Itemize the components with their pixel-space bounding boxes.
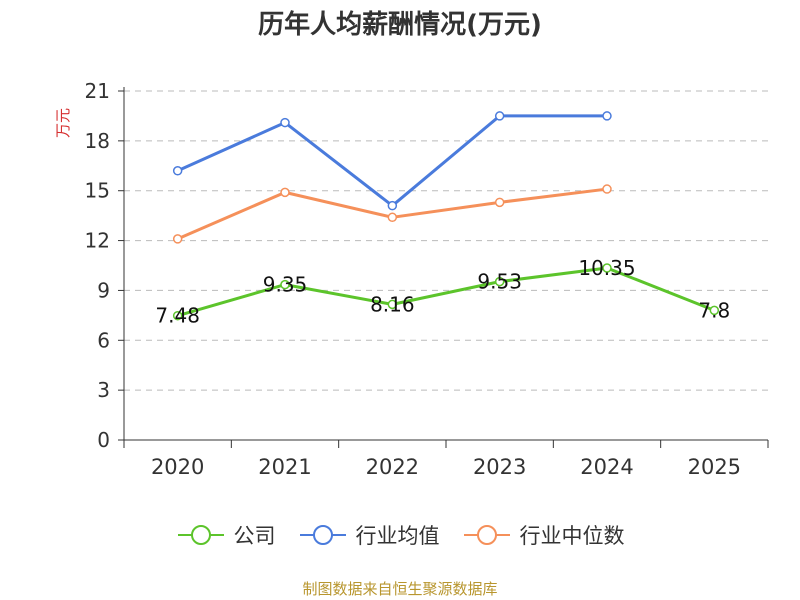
x-tick-label-2023: 2023 xyxy=(473,455,526,479)
legend-swatch-industry-median xyxy=(463,525,510,545)
y-tick-label-0: 0 xyxy=(97,428,110,452)
point-industry_avg-2022 xyxy=(387,200,398,211)
y-tick-label-21: 21 xyxy=(85,79,110,103)
y-tick-label-18: 18 xyxy=(85,129,110,153)
legend-item-company[interactable]: 公司 xyxy=(176,520,276,550)
series-line-company xyxy=(177,266,715,318)
data-label-company-2023: 9.53 xyxy=(477,270,522,294)
y-tick-label-9: 9 xyxy=(97,278,110,302)
y-tick-label-12: 12 xyxy=(85,229,110,253)
legend-label-industry-median: 行业中位数 xyxy=(519,524,625,548)
point-company-2020 xyxy=(172,310,183,321)
data-label-company-2024: 10.35 xyxy=(578,256,635,280)
point-industry_avg-2024 xyxy=(602,111,612,121)
point-industry_median-2023 xyxy=(494,197,505,208)
legend-swatch-industry-avg xyxy=(299,525,346,545)
point-company-2023 xyxy=(494,276,505,287)
point-industry_avg-2021 xyxy=(280,117,290,128)
y-tick-label-3: 3 xyxy=(97,378,110,402)
legend-swatch-company xyxy=(177,525,224,545)
data-label-company-2020: 7.48 xyxy=(155,304,200,328)
x-tick-label-2020: 2020 xyxy=(151,455,204,479)
point-industry_median-2024 xyxy=(602,184,612,194)
x-tick-label-2025: 2025 xyxy=(688,455,741,479)
point-company-2021 xyxy=(280,279,290,290)
data-source-note: 制图数据来自恒生聚源数据库 xyxy=(302,580,498,598)
point-industry_avg-2023 xyxy=(494,111,505,121)
series-line-industry_avg xyxy=(177,114,607,208)
data-label-company-2025: 7.8 xyxy=(698,298,730,322)
point-industry_median-2020 xyxy=(172,234,183,244)
point-industry_median-2021 xyxy=(280,187,290,198)
x-tick-label-2024: 2024 xyxy=(580,455,633,479)
point-company-2025 xyxy=(709,305,720,316)
point-company-2024 xyxy=(602,263,612,273)
y-axis-label: 万元 xyxy=(54,108,72,138)
legend-label-company: 公司 xyxy=(233,524,276,548)
point-industry_median-2022 xyxy=(387,212,398,223)
legend-item-industry-avg[interactable]: 行业均值 xyxy=(298,520,440,550)
x-tick-label-2021: 2021 xyxy=(258,455,311,479)
y-tick-label-15: 15 xyxy=(85,179,110,203)
data-label-company-2021: 9.35 xyxy=(263,273,308,297)
x-tick-label-2022: 2022 xyxy=(366,455,419,479)
legend-item-industry-median[interactable]: 行业中位数 xyxy=(462,520,625,550)
y-tick-label-6: 6 xyxy=(97,328,110,352)
legend-label-industry-avg: 行业均值 xyxy=(355,524,440,548)
chart-legend: 公司 行业均值 行业中位数 xyxy=(0,520,800,550)
data-label-company-2022: 8.16 xyxy=(370,292,415,316)
point-company-2022 xyxy=(387,299,398,310)
chart-title: 历年人均薪酬情况(万元) xyxy=(258,10,542,40)
point-industry_avg-2020 xyxy=(172,166,183,176)
